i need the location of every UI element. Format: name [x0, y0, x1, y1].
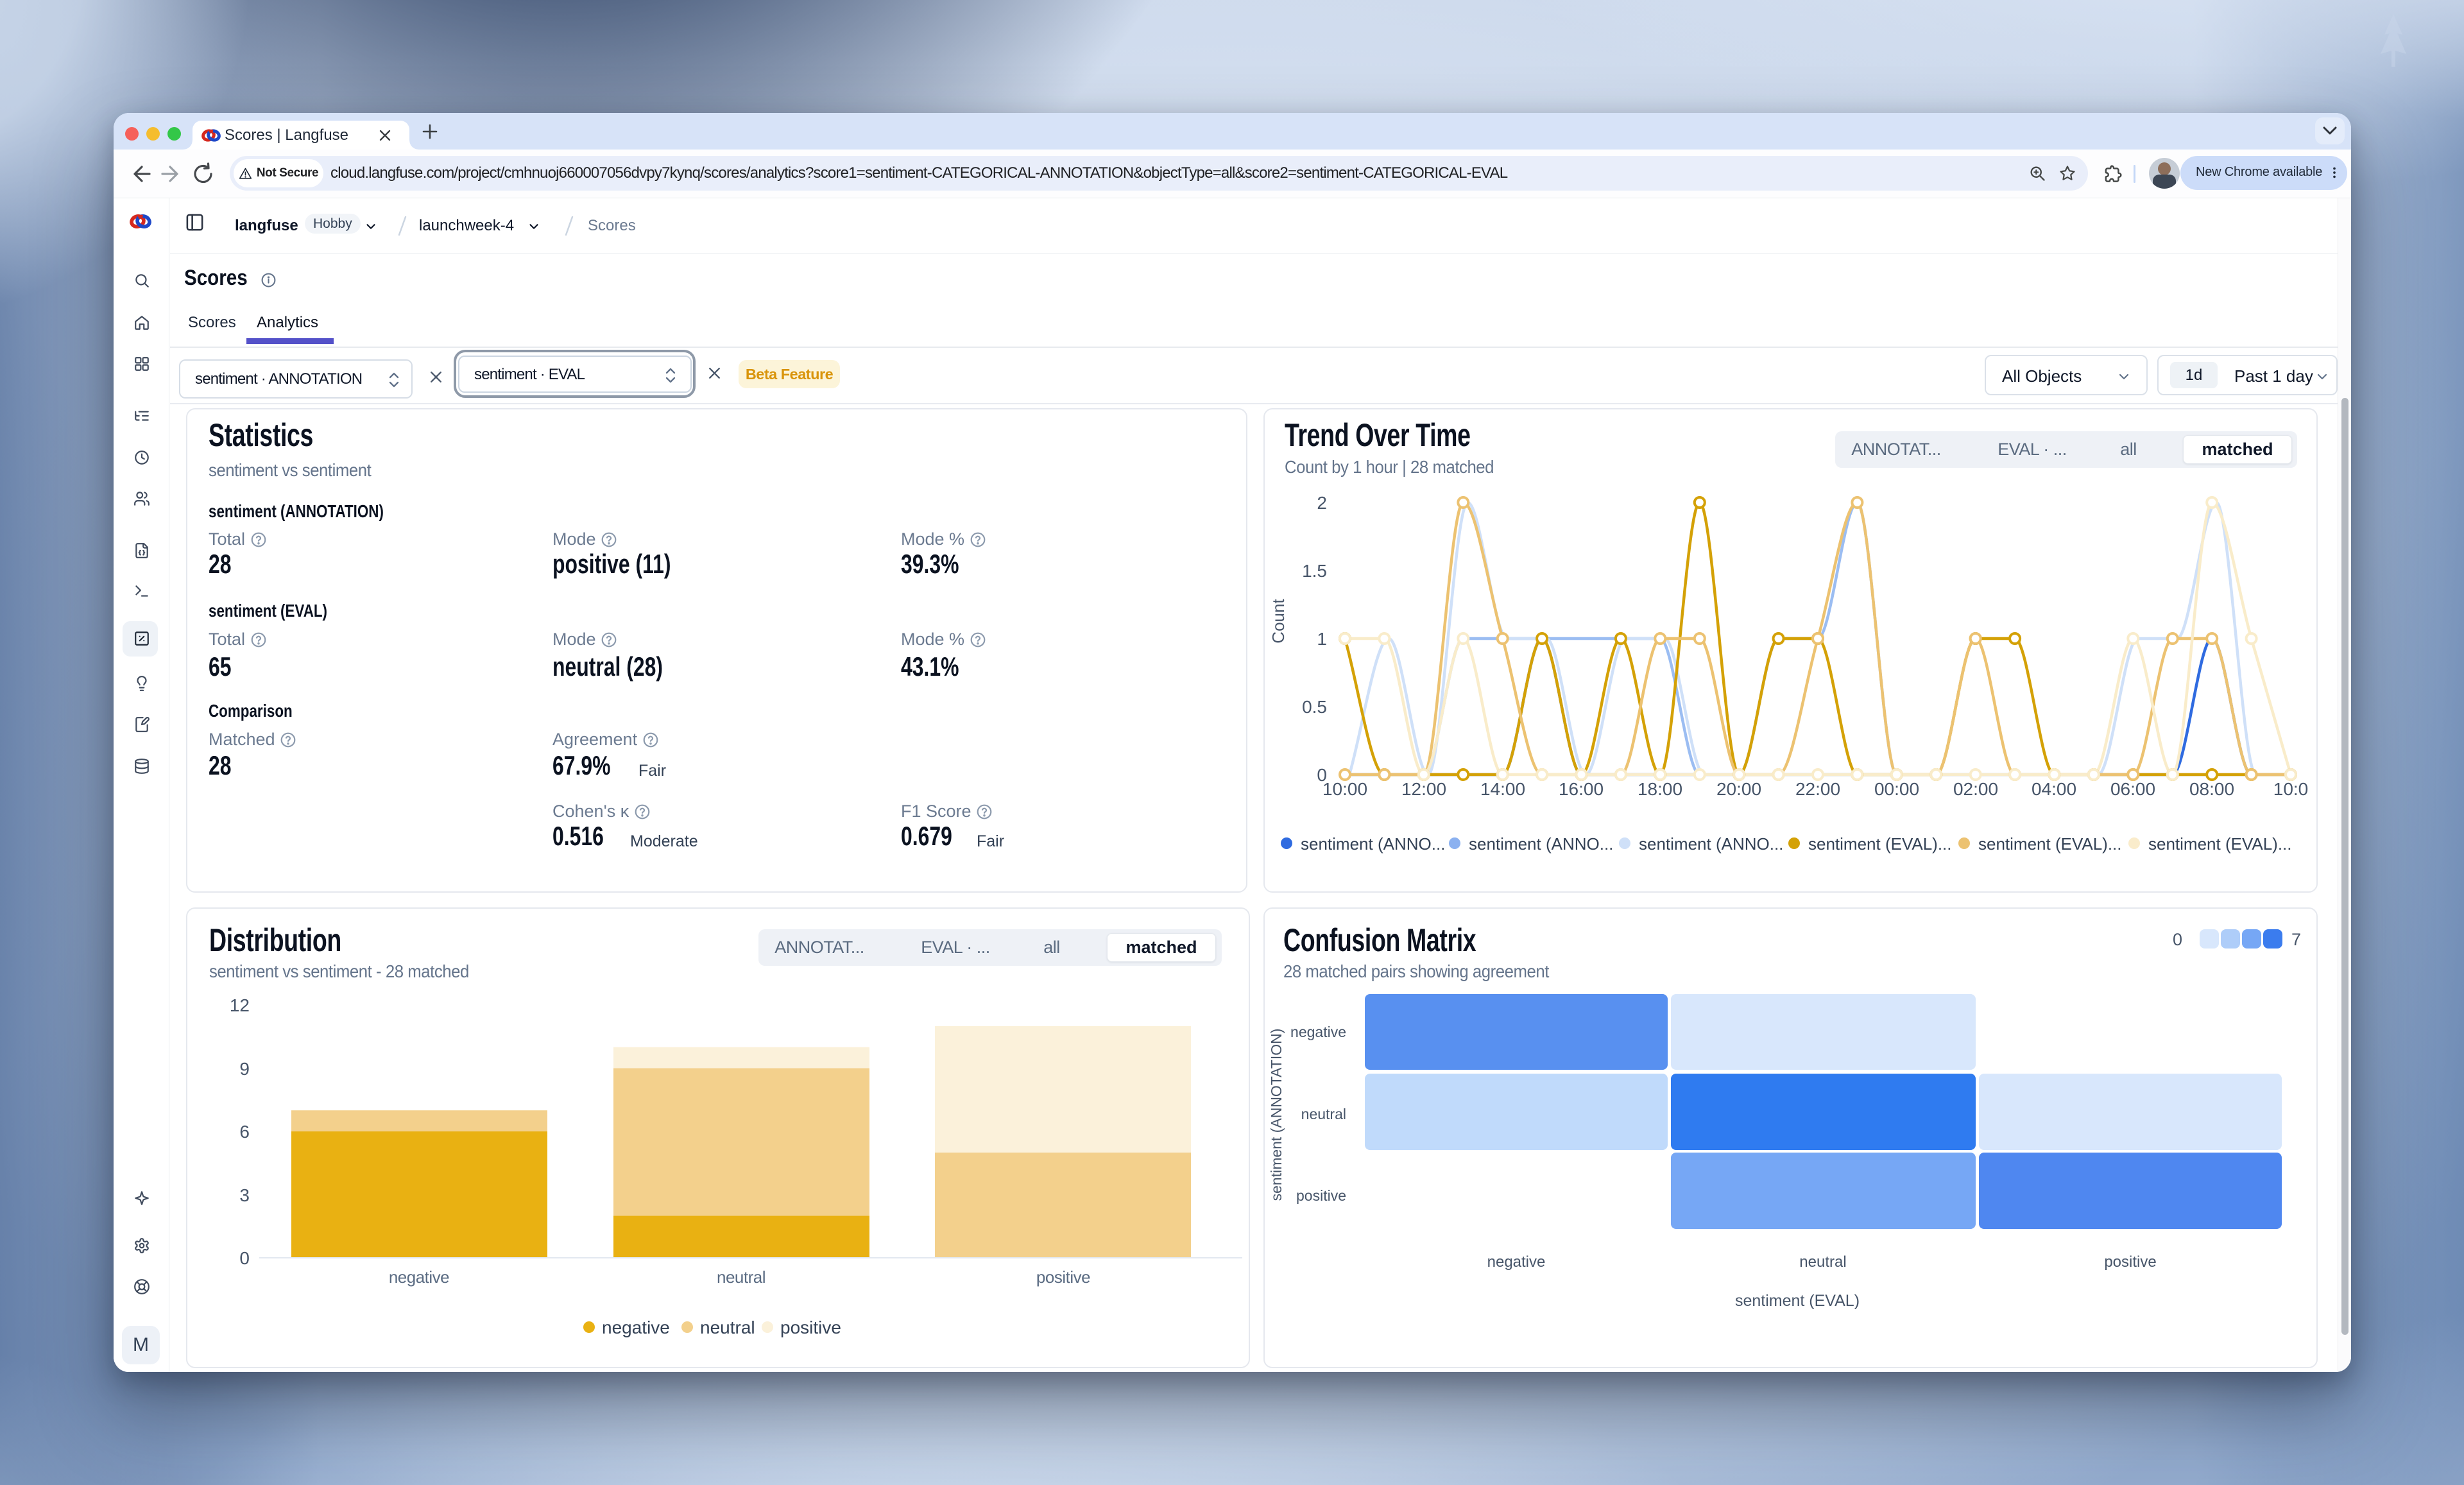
svg-text:02:00: 02:00	[1953, 779, 1998, 799]
svg-text:positive: positive	[2104, 1253, 2156, 1271]
svg-text:sentiment (EVAL)...: sentiment (EVAL)...	[1808, 834, 1952, 854]
svg-text:sentiment (EVAL)...: sentiment (EVAL)...	[2148, 834, 2292, 854]
svg-text:negative: negative	[1290, 1024, 1346, 1040]
svg-text:12: 12	[230, 995, 250, 1015]
svg-text:sentiment (EVAL): sentiment (EVAL)	[1735, 1292, 1860, 1310]
svg-text:08:00: 08:00	[2189, 779, 2234, 799]
svg-text:14:00: 14:00	[1480, 779, 1525, 799]
svg-text:1: 1	[1317, 629, 1327, 649]
svg-text:positive: positive	[1036, 1267, 1090, 1287]
svg-text:0.5: 0.5	[1302, 697, 1327, 717]
svg-text:negative: negative	[1487, 1253, 1546, 1271]
svg-text:20:00: 20:00	[1716, 779, 1761, 799]
svg-text:6: 6	[239, 1122, 250, 1142]
svg-text:sentiment (ANNO...: sentiment (ANNO...	[1469, 834, 1613, 854]
svg-text:06:00: 06:00	[2110, 779, 2155, 799]
svg-text:0: 0	[239, 1248, 250, 1268]
svg-text:18:00: 18:00	[1638, 779, 1682, 799]
svg-text:2: 2	[1317, 493, 1327, 513]
svg-text:neutral: neutral	[717, 1267, 766, 1287]
svg-text:sentiment (ANNOTATION): sentiment (ANNOTATION)	[1268, 1029, 1285, 1201]
svg-text:neutral: neutral	[1799, 1253, 1846, 1271]
svg-text:positive: positive	[780, 1318, 841, 1337]
svg-text:7: 7	[2291, 930, 2301, 949]
svg-text:9: 9	[239, 1059, 250, 1079]
svg-text:0: 0	[2173, 930, 2182, 949]
svg-text:sentiment (EVAL)...: sentiment (EVAL)...	[1978, 834, 2122, 854]
svg-text:12:00: 12:00	[1401, 779, 1446, 799]
svg-text:00:00: 00:00	[1874, 779, 1919, 799]
svg-text:negative: negative	[602, 1318, 670, 1337]
svg-text:positive: positive	[1296, 1187, 1346, 1204]
svg-text:10:0: 10:0	[2273, 779, 2309, 799]
svg-text:04:00: 04:00	[2032, 779, 2076, 799]
svg-text:10:00: 10:00	[1322, 779, 1367, 799]
svg-text:Count: Count	[1269, 599, 1288, 644]
svg-text:negative: negative	[389, 1267, 449, 1287]
svg-text:22:00: 22:00	[1795, 779, 1840, 799]
svg-text:neutral: neutral	[700, 1318, 755, 1337]
svg-text:0: 0	[1317, 765, 1327, 785]
svg-text:sentiment (ANNO...: sentiment (ANNO...	[1639, 834, 1783, 854]
svg-text:neutral: neutral	[1301, 1106, 1346, 1122]
svg-text:sentiment (ANNO...: sentiment (ANNO...	[1301, 834, 1445, 854]
svg-text:1.5: 1.5	[1302, 561, 1327, 581]
svg-text:3: 3	[239, 1185, 250, 1205]
svg-text:16:00: 16:00	[1559, 779, 1604, 799]
